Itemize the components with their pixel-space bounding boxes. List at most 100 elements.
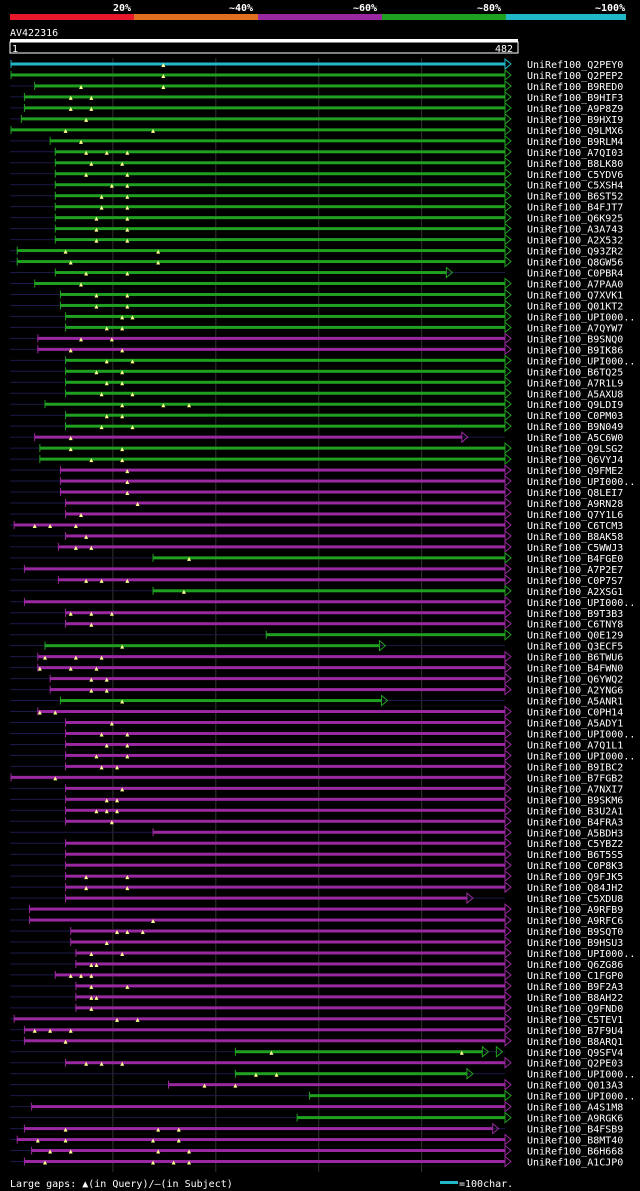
hit-label[interactable]: UniRef100_Q2PEY0 bbox=[527, 60, 623, 71]
hit-label[interactable]: UniRef100_B4FRA3 bbox=[527, 817, 623, 828]
hit-row[interactable]: UniRef100_B9F2A3 bbox=[10, 979, 623, 993]
hit-label[interactable]: UniRef100_Q0E129 bbox=[527, 631, 623, 642]
hit-bar[interactable] bbox=[65, 622, 506, 626]
hit-bar[interactable] bbox=[65, 885, 506, 889]
hit-row[interactable]: UniRef100_A4S1M8 bbox=[10, 1100, 623, 1114]
hit-label[interactable]: UniRef100_UPI000.. bbox=[527, 356, 635, 367]
hit-bar[interactable] bbox=[153, 830, 506, 834]
hit-row[interactable]: UniRef100_B9IBC2 bbox=[10, 760, 623, 773]
hit-row[interactable]: UniRef100_UPI000.. bbox=[10, 946, 635, 960]
hit-row[interactable]: UniRef100_A5ADY1 bbox=[10, 716, 623, 730]
hit-bar[interactable] bbox=[65, 764, 506, 768]
hit-row[interactable]: UniRef100_B9HIF3 bbox=[10, 90, 623, 104]
hit-label[interactable]: UniRef100_UPI000.. bbox=[527, 1092, 635, 1103]
hit-label[interactable]: UniRef100_Q013A3 bbox=[527, 1081, 623, 1092]
hit-bar[interactable] bbox=[31, 1149, 505, 1153]
hit-label[interactable]: UniRef100_B9N049 bbox=[527, 422, 623, 433]
hit-label[interactable]: UniRef100_B6TQ25 bbox=[527, 367, 623, 378]
hit-label[interactable]: UniRef100_A9RN28 bbox=[527, 499, 623, 510]
hit-label[interactable]: UniRef100_B8AK58 bbox=[527, 532, 623, 543]
hit-label[interactable]: UniRef100_C5XSH4 bbox=[527, 181, 623, 192]
hit-label[interactable]: UniRef100_C5TEV1 bbox=[527, 1015, 623, 1026]
hit-label[interactable]: UniRef100_Q9FND0 bbox=[527, 1004, 623, 1015]
hit-bar[interactable] bbox=[60, 699, 382, 703]
hit-bar[interactable] bbox=[24, 95, 506, 99]
hit-bar[interactable] bbox=[65, 808, 506, 812]
hit-label[interactable]: UniRef100_B8ARQ1 bbox=[527, 1037, 623, 1048]
hit-bar[interactable] bbox=[65, 786, 506, 790]
hit-label[interactable]: UniRef100_B9HXI9 bbox=[527, 115, 623, 126]
hit-label[interactable]: UniRef100_B9IK86 bbox=[527, 345, 623, 356]
hit-bar[interactable] bbox=[309, 1094, 505, 1098]
hit-label[interactable]: UniRef100_Q6ZG86 bbox=[527, 960, 623, 971]
hit-label[interactable]: UniRef100_A9RFB9 bbox=[527, 905, 623, 916]
hit-label[interactable]: UniRef100_C5XDU8 bbox=[527, 894, 623, 905]
hit-label[interactable]: UniRef100_A2XSG1 bbox=[527, 587, 623, 598]
hit-label[interactable]: UniRef100_UPI000.. bbox=[527, 751, 635, 762]
hit-label[interactable]: UniRef100_C0P8K3 bbox=[527, 861, 623, 872]
hit-label[interactable]: UniRef100_B7F9U4 bbox=[527, 1026, 623, 1037]
hit-label[interactable]: UniRef100_Q8GW56 bbox=[527, 258, 623, 269]
hit-label[interactable]: UniRef100_Q9LMX6 bbox=[527, 126, 623, 137]
hit-row[interactable]: UniRef100_B9HXI9 bbox=[10, 112, 623, 126]
hit-row[interactable]: UniRef100_B8MT40 bbox=[10, 1133, 623, 1147]
hit-row[interactable]: UniRef100_Q01KT2 bbox=[10, 299, 623, 312]
hit-bar[interactable] bbox=[11, 73, 505, 77]
hit-label[interactable]: UniRef100_C6TCM3 bbox=[527, 521, 623, 532]
hit-bar[interactable] bbox=[37, 347, 506, 351]
hit-label[interactable]: UniRef100_Q6K925 bbox=[527, 214, 623, 225]
hit-row[interactable]: UniRef100_A1CJP0 bbox=[10, 1155, 623, 1169]
hit-bar[interactable] bbox=[65, 413, 506, 417]
hit-row[interactable]: UniRef100_C6TNY8 bbox=[10, 617, 623, 631]
hit-row[interactable]: UniRef100_A9RFB9 bbox=[10, 903, 623, 916]
hit-label[interactable]: UniRef100_Q2PE03 bbox=[527, 1059, 623, 1070]
hit-row[interactable]: UniRef100_C0PM03 bbox=[10, 409, 623, 422]
hit-label[interactable]: UniRef100_UPI000.. bbox=[527, 1070, 635, 1081]
hit-row[interactable]: UniRef100_B9SNQ0 bbox=[10, 332, 623, 345]
hit-row[interactable]: UniRef100_C5TEV1 bbox=[10, 1012, 623, 1026]
hit-label[interactable]: UniRef100_A5AXU8 bbox=[527, 389, 623, 400]
hit-row[interactable]: UniRef100_B9IK86 bbox=[10, 343, 623, 356]
hit-bar[interactable] bbox=[65, 721, 506, 724]
hit-bar[interactable] bbox=[60, 292, 505, 296]
hit-row[interactable]: UniRef100_B6ST52 bbox=[10, 189, 623, 203]
hit-row[interactable]: UniRef100_UPI000.. bbox=[10, 474, 635, 488]
hit-row[interactable]: UniRef100_Q2PEY0 bbox=[10, 57, 623, 71]
hit-bar[interactable] bbox=[65, 534, 506, 538]
hit-bar[interactable] bbox=[50, 688, 506, 692]
hit-label[interactable]: UniRef100_B4FGE0 bbox=[527, 554, 623, 565]
hit-label[interactable]: UniRef100_A2YNG6 bbox=[527, 686, 623, 697]
hit-label[interactable]: UniRef100_Q9LSG2 bbox=[527, 444, 623, 455]
hit-row[interactable]: UniRef100_B4FJT7 bbox=[10, 200, 623, 214]
hit-bar[interactable] bbox=[55, 172, 505, 176]
hit-row[interactable]: UniRef100_Q9FJK5 bbox=[10, 870, 623, 883]
hit-label[interactable]: UniRef100_C0PBR4 bbox=[527, 269, 623, 280]
hit-bar[interactable] bbox=[65, 731, 506, 735]
hit-label[interactable]: UniRef100_A2X532 bbox=[527, 236, 623, 247]
hit-row[interactable]: UniRef100_B6H668 bbox=[10, 1144, 623, 1158]
hit-bar[interactable] bbox=[44, 644, 380, 648]
hit-bar[interactable] bbox=[75, 984, 505, 988]
hit-label[interactable]: UniRef100_B8AH22 bbox=[527, 993, 623, 1004]
hit-label[interactable]: UniRef100_C5YBZ2 bbox=[527, 839, 623, 850]
hit-row[interactable]: UniRef100_C0PH14 bbox=[10, 705, 623, 719]
hit-label[interactable]: UniRef100_B9SKM6 bbox=[527, 795, 623, 806]
hit-label[interactable]: UniRef100_A7QI03 bbox=[527, 148, 623, 159]
hit-bar[interactable] bbox=[14, 523, 505, 527]
hit-bar[interactable] bbox=[24, 1160, 506, 1163]
hit-row[interactable]: UniRef100_Q9FND0 bbox=[10, 1001, 623, 1015]
hit-row[interactable]: UniRef100_B6TWU6 bbox=[10, 650, 623, 664]
hit-bar[interactable] bbox=[266, 633, 505, 637]
hit-row[interactable]: UniRef100_B9T3B3 bbox=[10, 606, 623, 620]
hit-label[interactable]: UniRef100_B4FWN0 bbox=[527, 664, 623, 675]
hit-label[interactable]: UniRef100_A5ANR1 bbox=[527, 697, 623, 708]
hit-bar[interactable] bbox=[55, 205, 505, 209]
hit-bar[interactable] bbox=[75, 951, 505, 955]
hit-bar[interactable] bbox=[24, 600, 506, 604]
hit-bar[interactable] bbox=[65, 797, 506, 801]
hit-bar[interactable] bbox=[55, 194, 505, 198]
hit-label[interactable]: UniRef100_A7P2E7 bbox=[527, 565, 623, 576]
hit-bar[interactable] bbox=[44, 402, 506, 406]
hit-label[interactable]: UniRef100_B8LK80 bbox=[527, 159, 623, 170]
hit-row[interactable]: UniRef100_A7QYW7 bbox=[10, 321, 623, 334]
